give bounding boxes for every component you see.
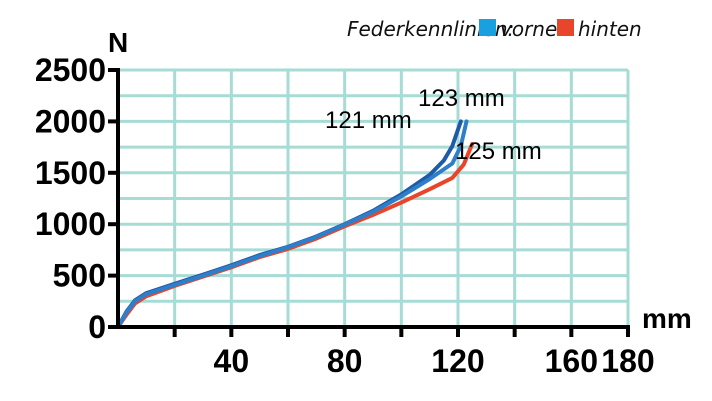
x-tick-label: 160 — [545, 343, 598, 379]
y-tick-label: 2500 — [35, 52, 106, 88]
tick-labels: 0 500 1000 1500 2000 2500 40 80 120 160 180 — [35, 52, 655, 379]
annotation-125mm: 125 mm — [455, 138, 542, 165]
y-tick-label: 500 — [53, 258, 106, 294]
x-tick-label: 40 — [214, 343, 250, 379]
y-tick-label: 0 — [88, 309, 106, 345]
annotation-123mm: 123 mm — [418, 85, 505, 112]
legend-swatch-vorne — [479, 19, 496, 36]
x-tick-label: 120 — [431, 343, 484, 379]
series-line-vorne — [116, 119, 469, 329]
legend: Federkennlinien: vorne hinten — [347, 17, 642, 41]
y-tick-label: 1500 — [35, 155, 106, 191]
x-tick-label: 180 — [601, 343, 654, 379]
annotation-121mm: 121 mm — [325, 107, 412, 134]
x-tick-label: 80 — [327, 343, 363, 379]
axes — [108, 68, 630, 337]
y-axis-label: N — [108, 27, 128, 58]
legend-label-vorne: vorne — [500, 17, 557, 41]
legend-swatch-hinten — [557, 19, 574, 36]
y-tick-label: 2000 — [35, 103, 106, 139]
y-tick-label: 1000 — [35, 206, 106, 242]
series-lines — [116, 119, 475, 329]
legend-label-hinten: hinten — [578, 17, 642, 41]
x-axis-label: mm — [642, 303, 692, 334]
